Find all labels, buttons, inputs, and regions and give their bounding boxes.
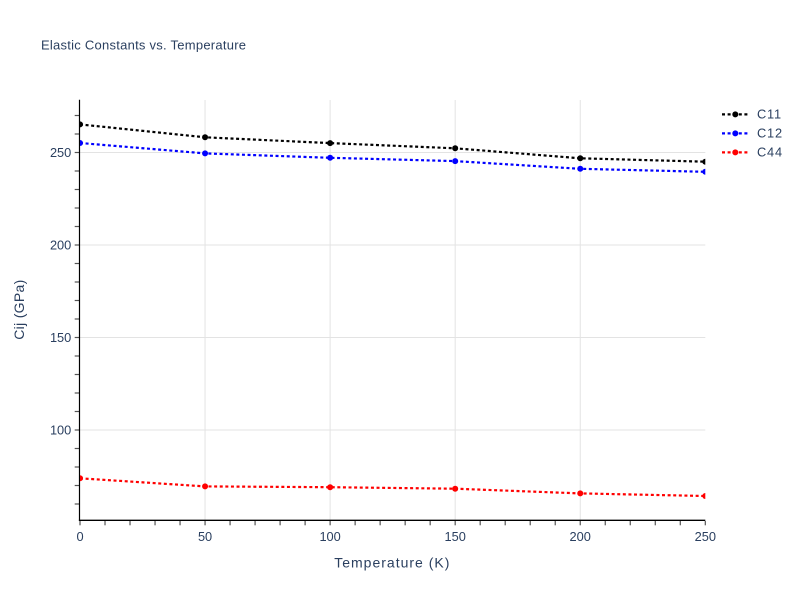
svg-text:0: 0: [76, 529, 83, 544]
svg-text:Cij (GPa): Cij (GPa): [11, 279, 27, 339]
svg-text:100: 100: [319, 529, 340, 544]
svg-text:200: 200: [570, 529, 591, 544]
svg-text:50: 50: [198, 529, 212, 544]
svg-text:250: 250: [695, 529, 716, 544]
svg-text:C44: C44: [757, 145, 783, 160]
svg-text:100: 100: [50, 422, 71, 437]
svg-text:Temperature (K): Temperature (K): [334, 554, 450, 570]
svg-text:250: 250: [50, 145, 71, 160]
svg-text:C11: C11: [757, 107, 782, 122]
svg-text:150: 150: [50, 330, 71, 345]
svg-text:Elastic Constants vs. Temperat: Elastic Constants vs. Temperature: [41, 38, 246, 53]
svg-text:200: 200: [50, 237, 71, 252]
svg-text:150: 150: [445, 529, 466, 544]
svg-text:C12: C12: [757, 126, 783, 141]
